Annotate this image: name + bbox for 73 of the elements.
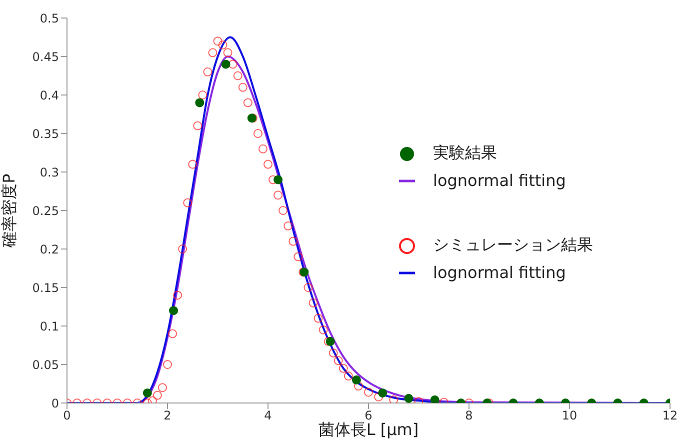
point	[338, 364, 348, 373]
point	[233, 71, 242, 80]
point	[163, 360, 172, 369]
y-tick-label: 0.3	[40, 165, 59, 180]
x-tick-label: 0	[63, 408, 71, 423]
x-tick-label: 4	[264, 408, 272, 423]
point	[304, 283, 313, 292]
y-tick-label: 0.1	[40, 319, 59, 334]
y-tick-label: 0.45	[32, 50, 59, 64]
legend-label: lognormal fitting	[433, 171, 566, 190]
point	[195, 98, 204, 108]
point	[354, 382, 363, 391]
point	[168, 329, 178, 338]
point	[328, 348, 338, 358]
point	[203, 67, 212, 76]
legend-label: lognormal fitting	[433, 263, 566, 282]
point	[208, 48, 218, 58]
point	[158, 383, 167, 392]
point	[274, 175, 283, 184]
point	[308, 298, 318, 308]
point	[218, 40, 228, 50]
legend-label: シミュレーション結果	[433, 235, 593, 256]
x-tick-label: 2	[164, 408, 172, 423]
point	[334, 356, 343, 366]
point	[430, 395, 440, 403]
point	[213, 36, 222, 46]
point	[238, 82, 248, 92]
point	[148, 396, 157, 403]
point	[228, 60, 238, 69]
point	[314, 314, 323, 323]
point	[294, 252, 303, 262]
point	[183, 198, 192, 208]
point	[221, 60, 230, 69]
y-tick-label: 0.05	[32, 358, 59, 372]
point	[344, 372, 353, 381]
y-tick-label: 0	[51, 396, 59, 410]
point	[374, 392, 384, 402]
point	[288, 236, 298, 246]
x-tick-label: 6	[364, 408, 372, 423]
point	[364, 388, 373, 397]
y-tick-label: 0.5	[40, 11, 59, 26]
point	[223, 48, 232, 58]
point	[274, 190, 283, 200]
point	[378, 388, 388, 398]
point	[178, 244, 188, 254]
x-tick-label: 12	[662, 408, 677, 423]
point	[404, 394, 414, 403]
x-axis-title: 菌体長L [μm]	[318, 420, 419, 439]
point	[284, 221, 293, 230]
point	[389, 395, 398, 403]
point	[264, 160, 272, 169]
point	[173, 290, 182, 300]
point	[188, 160, 198, 169]
y-tick-label: 0.25	[32, 204, 59, 218]
point	[193, 121, 202, 130]
x-tick-label: 8	[465, 408, 473, 423]
point	[278, 206, 288, 215]
point	[243, 98, 252, 108]
point	[318, 325, 328, 334]
y-tick-label: 0.15	[32, 280, 59, 295]
point	[258, 144, 268, 154]
y-axis-title: 確率密度P	[0, 173, 19, 248]
point	[142, 388, 152, 398]
y-tick-label: 0.2	[40, 242, 59, 256]
point	[198, 90, 208, 100]
x-tick-label: 10	[562, 408, 578, 423]
point	[169, 306, 178, 316]
point	[253, 129, 262, 138]
legend-label: 実験結果	[433, 143, 497, 164]
point	[352, 375, 361, 384]
y-tick-label: 0.35	[32, 126, 59, 141]
point	[152, 390, 162, 400]
y-tick-label: 0.4	[40, 88, 59, 102]
